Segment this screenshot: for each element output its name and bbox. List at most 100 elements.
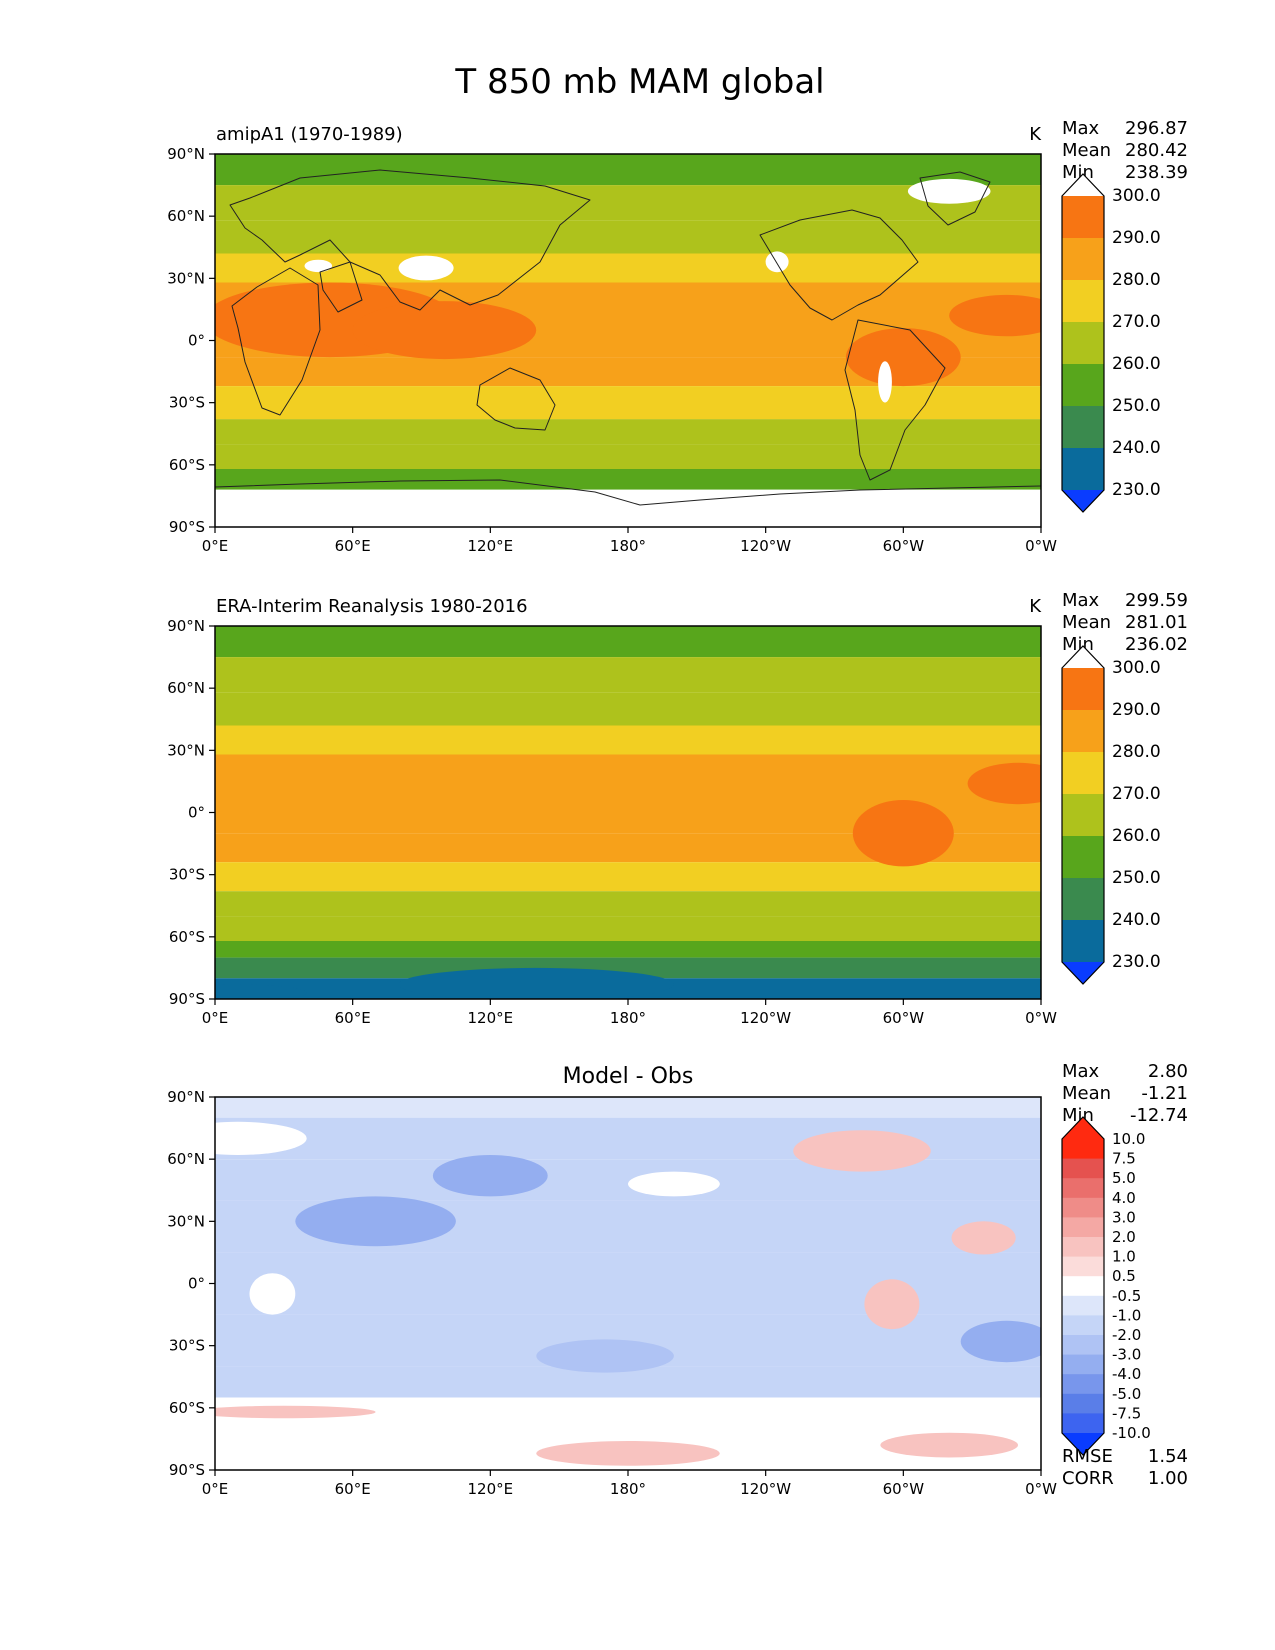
y-tick-label: 60°S [169,456,205,474]
coast-arabia [319,261,363,313]
stat-max-label: Max [1062,1061,1100,1082]
stat-max-value: 299.59 [1125,590,1188,611]
x-tick-label: 0°E [202,1009,229,1027]
y-tick-label: 0° [188,1275,205,1293]
x-tick-label: 60°E [335,1480,371,1498]
coastlines [215,169,1041,506]
colorbar-segment [1062,710,1104,753]
colorbar-tick-label: 240.0 [1112,438,1161,458]
colorbar-segment [1062,752,1104,795]
colorbar-tick-label: 280.0 [1112,270,1161,290]
colorbar-tick-label: -5.0 [1112,1385,1141,1403]
colorbar-tick-label: 240.0 [1112,910,1161,930]
colorbar-tick-label: -7.5 [1112,1404,1141,1422]
y-tick-label: 60°S [169,1399,205,1417]
map-field [215,154,1041,527]
field-region-3 [967,762,1041,805]
colorbar-segment [1062,322,1104,365]
field-band-0 [215,1097,1041,1118]
colorbar-tick-label: 1.0 [1112,1248,1136,1266]
colorbar-tick-label: 2.0 [1112,1228,1136,1246]
colorbar-tick-label: -10.0 [1112,1424,1151,1442]
field-region-2 [628,1171,720,1197]
colorbar-tick-label: 290.0 [1112,700,1161,720]
colorbar-tick-label: -1.0 [1112,1306,1141,1324]
y-tick-label: 30°N [167,1212,205,1230]
colorbar: 230.0 240.0 250.0 260.0 270.0 280.0 290.0 300.0 [1061,173,1161,513]
field-region-3 [793,1130,931,1172]
stat-mean-value: 281.01 [1125,612,1188,633]
colorbar-tick-label: 290.0 [1112,228,1161,248]
field-band-8 [215,916,1041,941]
units-label: K [1029,596,1042,617]
field-region-0 [398,967,674,999]
panel-title: Model - Obs [563,1064,694,1089]
figure-title: T 850 mb MAM global [454,62,824,102]
panel-model: 0°E 60°E 120°E 180° 120°W 60°W 0°W 90°N 60°N 30°N… [167,118,1188,555]
field-region-9 [215,1405,376,1419]
field-region-1 [432,1155,548,1197]
field-region-5 [951,1221,1016,1255]
panel-observations: 0°E 60°E 120°E 180° 120°W 60°W 0°W 90°N 60°N 30°N… [167,590,1188,1027]
x-tick-label: 60°W [883,537,925,555]
colorbar-segment [1062,448,1104,491]
x-tick-label: 60°E [335,537,371,555]
field-region-6 [765,251,789,273]
colorbar-outline [1061,645,1105,985]
field-region-1 [215,984,307,999]
colorbar-segment [1062,878,1104,921]
stat-max-label: Max [1062,590,1100,611]
y-tick-label: 30°S [169,1337,205,1355]
field-band-10 [215,489,1041,527]
panel-title: amipA1 (1970-1989) [216,124,403,145]
stat-mean-label: Mean [1062,612,1111,633]
rmse-value: 1.54 [1148,1446,1188,1467]
colorbar-tick-label: 230.0 [1112,952,1161,972]
colorbar-segment [1062,1354,1104,1375]
x-tick-label: 60°W [883,1009,925,1027]
colorbar-segment [1062,406,1104,449]
colorbar-tick-label: 230.0 [1112,480,1161,500]
x-tick-label: 120°W [740,1009,791,1027]
y-tick-label: 90°S [169,1461,205,1479]
field-region-12 [536,1339,674,1373]
x-tick-label: 180° [610,1009,646,1027]
x-tick-label: 0°W [1025,1009,1057,1027]
colorbar-segment [1062,1197,1104,1218]
colorbar-tick-label: 280.0 [1112,742,1161,762]
colorbar-segment [1062,1413,1104,1434]
stat-min-value: 236.02 [1125,634,1188,655]
x-tick-label: 180° [610,1480,646,1498]
colorbar-segment [1062,1295,1104,1316]
panel-difference: 0°E 60°E 120°E 180° 120°W 60°W 0°W 90°N 60°N 30°N… [167,1061,1188,1498]
coast-greenland [919,171,991,226]
coast-australia [476,367,556,431]
x-tick-label: 120°E [468,537,514,555]
y-tick-label: 90°N [167,1088,205,1106]
colorbar-outline [1061,173,1105,513]
coast-north-america [759,209,919,321]
field-band-2 [215,220,1041,254]
field-band-1 [215,657,1041,693]
field-band-9 [215,941,1041,958]
stat-min-value: -12.74 [1130,1105,1188,1126]
stat-mean-label: Mean [1062,140,1111,161]
field-region-8 [880,1432,1018,1458]
field-band-9 [215,469,1041,490]
y-tick-label: 30°N [167,269,205,287]
field-band-10 [215,957,1041,979]
field-band-7 [215,891,1041,917]
y-tick-label: 60°N [167,1150,205,1168]
field-region-3 [949,294,1041,337]
y-tick-label: 60°N [167,679,205,697]
field-region-8 [304,259,333,273]
field-band-6 [215,386,1041,420]
colorbar-segment [1062,1217,1104,1238]
field-region-4 [864,1279,920,1330]
colorbar-segment [1062,1374,1104,1395]
corr-value: 1.00 [1148,1468,1188,1489]
axes: 0°E 60°E 120°E 180° 120°W 60°W 0°W 90°N 60°N 30°N… [167,617,1057,1027]
x-tick-label: 180° [610,537,646,555]
colorbar-segment [1062,1276,1104,1297]
colorbar-tick-label: 10.0 [1112,1130,1145,1148]
